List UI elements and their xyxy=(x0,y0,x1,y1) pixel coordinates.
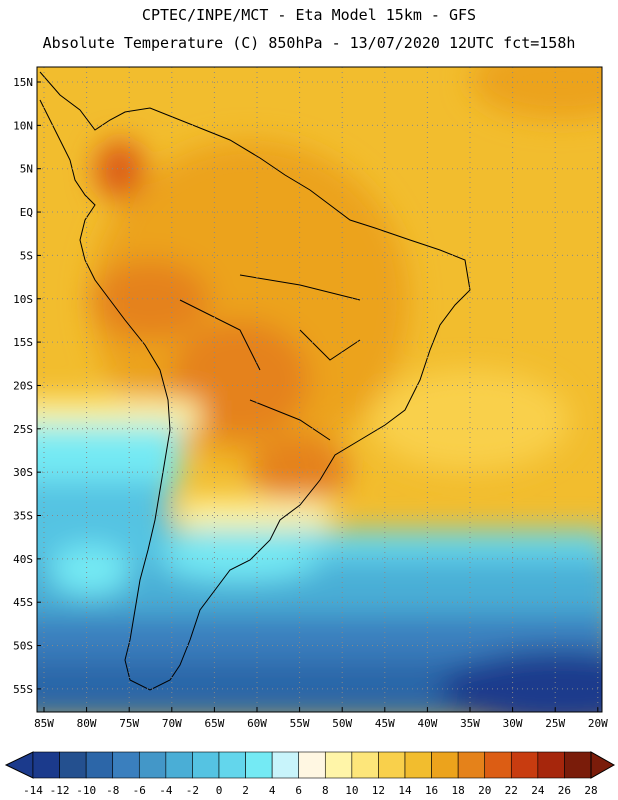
lon-label: 30W xyxy=(503,717,523,730)
legend-label: -12 xyxy=(50,784,70,797)
legend-label: 4 xyxy=(269,784,276,797)
legend-swatch xyxy=(457,751,486,779)
lat-label: 5S xyxy=(20,249,33,262)
legend-label: 22 xyxy=(505,784,518,797)
legend-swatch xyxy=(245,751,273,779)
legend-swatch xyxy=(564,751,592,779)
legend-label: 10 xyxy=(345,784,358,797)
legend-label: 8 xyxy=(322,784,329,797)
legend-label: 14 xyxy=(398,784,412,797)
lat-label: 40S xyxy=(13,553,33,566)
legend-swatch xyxy=(351,751,379,779)
lon-label: 85W xyxy=(34,717,54,730)
lat-label: 30S xyxy=(13,466,33,479)
legend-label: -10 xyxy=(76,784,96,797)
legend-swatch xyxy=(404,751,432,779)
legend-swatch xyxy=(378,751,406,779)
legend-label: 28 xyxy=(584,784,597,797)
legend-swatch xyxy=(218,751,246,779)
lat-lon-grid xyxy=(37,67,602,712)
legend-swatch xyxy=(510,751,539,779)
lat-label: 45S xyxy=(13,596,33,609)
legend-label: -6 xyxy=(133,784,146,797)
latitude-labels: 15N 10N 5N EQ 5S 10S 15S 20S 25S 30S 35S 40S 45S 50S 5… xyxy=(13,76,41,696)
map-title: CPTEC/INPE/MCT - Eta Model 15km - GFS xyxy=(141,6,477,24)
legend-arrow-high xyxy=(590,751,616,779)
lat-label: EQ xyxy=(20,206,33,219)
legend-swatch xyxy=(85,751,114,779)
legend-label: 0 xyxy=(216,784,223,797)
legend-label: 16 xyxy=(425,784,438,797)
legend-arrow-low xyxy=(4,751,34,779)
lon-label: 60W xyxy=(247,717,267,730)
longitude-labels: 85W 80W 75W 70W 65W 60W 55W 50W 45W 40W 35W 30W 25W 2… xyxy=(34,707,608,730)
color-legend: -14 -12 -10 -8 -6 -4 -2 0 2 4 6 8 10 12 14 16 18 20 22 24 26… xyxy=(4,751,616,797)
lat-label: 5N xyxy=(20,163,33,176)
legend-label: 26 xyxy=(558,784,571,797)
temperature-field xyxy=(37,67,602,712)
legend-label: -8 xyxy=(106,784,119,797)
lon-label: 40W xyxy=(417,717,437,730)
lon-label: 35W xyxy=(460,717,480,730)
legend-swatch xyxy=(112,751,140,779)
map-subtitle: Absolute Temperature (C) 850hPa - 13/07/… xyxy=(42,34,576,52)
legend-swatch xyxy=(59,751,87,779)
legend-label: -14 xyxy=(23,784,43,797)
legend-label: 24 xyxy=(531,784,545,797)
lon-label: 75W xyxy=(119,717,139,730)
legend-swatch xyxy=(165,751,193,779)
lat-label: 25S xyxy=(13,423,33,436)
lon-label: 80W xyxy=(77,717,97,730)
legend-swatch xyxy=(537,751,565,779)
lat-label: 15N xyxy=(13,76,33,89)
lat-label: 55S xyxy=(13,683,33,696)
lon-label: 50W xyxy=(332,717,352,730)
lat-label: 10S xyxy=(13,293,33,306)
legend-label: -4 xyxy=(159,784,173,797)
lat-label: 35S xyxy=(13,510,33,523)
legend-swatch xyxy=(324,751,353,779)
legend-swatch xyxy=(298,751,326,779)
legend-swatch xyxy=(431,751,459,779)
legend-label: 2 xyxy=(242,784,249,797)
legend-label: -2 xyxy=(186,784,199,797)
lat-label: 15S xyxy=(13,336,33,349)
lon-label: 70W xyxy=(162,717,182,730)
legend-swatch xyxy=(138,751,167,779)
coastline xyxy=(39,71,471,691)
legend-swatch xyxy=(271,751,300,779)
lon-label: 45W xyxy=(375,717,395,730)
legend-label: 18 xyxy=(452,784,465,797)
map-frame xyxy=(36,66,603,713)
lon-label: 55W xyxy=(290,717,310,730)
legend-label: 20 xyxy=(478,784,491,797)
legend-swatch xyxy=(192,751,220,779)
lon-label: 20W xyxy=(588,717,608,730)
legend-label: 6 xyxy=(295,784,302,797)
legend-swatch xyxy=(484,751,512,779)
lon-label: 65W xyxy=(204,717,224,730)
legend-swatch xyxy=(32,751,60,779)
lon-label: 25W xyxy=(545,717,565,730)
lat-label: 10N xyxy=(13,119,33,132)
lat-label: 50S xyxy=(13,640,33,653)
lat-label: 20S xyxy=(13,379,33,392)
legend-label: 12 xyxy=(372,784,385,797)
